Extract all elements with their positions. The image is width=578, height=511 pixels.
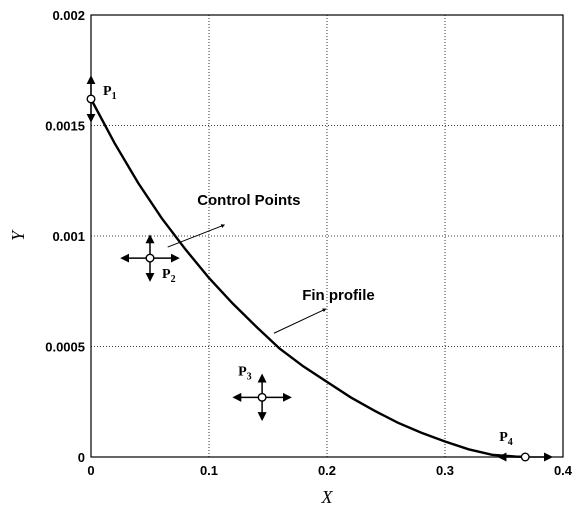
x-tick-label: 0.4 (554, 463, 573, 478)
series-layer (89, 98, 528, 459)
y-axis-label: Y (8, 229, 28, 241)
control-point: P4 (497, 430, 554, 462)
annotation-arrow (273, 308, 327, 334)
control-point-label: P4 (499, 430, 513, 448)
fin-profile-curve (89, 98, 528, 459)
tick-labels: 0 0.1 0.2 0.3 0.4 0 0.0005 0.001 0.0015 0.002 (45, 8, 573, 478)
y-tick-label: 0 (78, 450, 85, 465)
x-tick-label: 0 (87, 463, 94, 478)
x-axis-label: X (321, 487, 334, 507)
control-point-label: P2 (162, 267, 176, 285)
control-point-marker (520, 452, 530, 462)
x-tick-label: 0.2 (318, 463, 336, 478)
control-point: P1 (86, 75, 117, 123)
plot-frame (90, 14, 564, 458)
grid-layer (91, 15, 563, 457)
annotation-arrow (167, 224, 226, 248)
y-tick-label: 0.0015 (45, 119, 85, 134)
annotation-layer: Control Points Fin profile (167, 192, 375, 334)
control-point-label: P1 (103, 84, 117, 102)
control-point-label: P3 (238, 364, 252, 382)
y-tick-label: 0.0005 (45, 340, 85, 355)
annotation-label: Control Points (197, 192, 300, 209)
y-tick-label: 0.002 (52, 8, 85, 23)
control-point-marker (257, 392, 267, 402)
x-tick-label: 0.1 (200, 463, 218, 478)
y-tick-label: 0.001 (52, 229, 85, 244)
control-point: P3 (232, 364, 292, 422)
control-point-marker (86, 94, 96, 104)
x-tick-label: 0.3 (436, 463, 454, 478)
control-points-layer: P1 P2 P3 P4 (86, 75, 554, 462)
annotation-label: Fin profile (302, 287, 375, 304)
control-point-marker (145, 253, 155, 263)
control-point: P2 (120, 234, 180, 285)
